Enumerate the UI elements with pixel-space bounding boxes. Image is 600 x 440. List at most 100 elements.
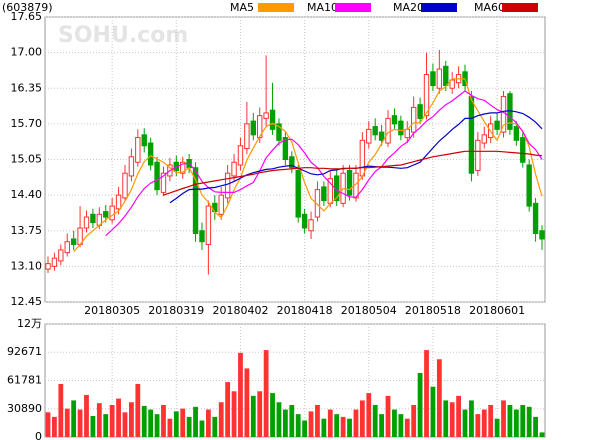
legend-label: MA20 (393, 1, 424, 14)
x-tick-label: 20180518 (405, 304, 461, 317)
volume-bar (411, 404, 417, 437)
candle-body (423, 74, 430, 117)
legend-swatch (502, 3, 538, 12)
volume-bar (129, 402, 134, 437)
volume-bar (475, 414, 481, 437)
legend-label: MA5 (230, 1, 254, 14)
volume-bar (321, 418, 327, 437)
x-tick-label: 20180601 (469, 304, 525, 317)
volume-tick-label: 92671 (7, 345, 42, 358)
candle-body (443, 65, 449, 87)
volume-bar (456, 395, 461, 437)
candle-body (436, 68, 443, 89)
volume-bar (404, 418, 410, 437)
volume-bar (488, 404, 494, 437)
volume-bar (366, 393, 372, 437)
candle-body (366, 128, 372, 144)
candle-body (520, 137, 526, 163)
y-tick-label: 17.65 (11, 10, 43, 23)
volume-bar (334, 414, 340, 437)
x-tick-label: 20180418 (277, 304, 333, 317)
candle-body (180, 161, 186, 174)
volume-bar (244, 368, 250, 437)
candle-body (269, 109, 276, 130)
candle-body (83, 216, 90, 229)
volume-bar (71, 400, 77, 437)
candle-body (231, 161, 237, 177)
candle-body (417, 104, 423, 119)
candle-body (301, 213, 308, 229)
candle-body (398, 120, 404, 136)
candle-body (141, 134, 147, 147)
candle-body (289, 156, 295, 169)
candle-body (404, 128, 410, 139)
volume-bar (263, 350, 269, 437)
legend-swatch (335, 3, 371, 12)
volume-bar (58, 383, 64, 437)
volume-bar (424, 350, 429, 437)
volume-bar (77, 409, 83, 437)
candle-body (276, 123, 282, 141)
volume-bar (173, 411, 179, 437)
candle-body (135, 137, 141, 163)
volume-bar (392, 409, 397, 437)
y-tick-label: 16.35 (11, 81, 43, 94)
volume-bar (84, 394, 89, 437)
candle-body (109, 205, 115, 221)
candle-body (475, 139, 481, 171)
volume-bar (90, 415, 96, 437)
candle-body (263, 112, 269, 119)
volume-bar (103, 414, 109, 437)
volume-bar (238, 352, 243, 437)
volume-bar (45, 412, 51, 437)
candle-body (500, 95, 507, 133)
candle-body (199, 230, 205, 243)
volume-bar (327, 409, 333, 437)
watermark: SOHU.com (58, 23, 188, 48)
volume-bar (302, 420, 308, 437)
volume-bar (289, 404, 295, 437)
volume-bar (436, 359, 442, 437)
volume-bar (282, 409, 288, 437)
volume-bar (379, 414, 385, 437)
volume-bar (520, 404, 526, 437)
volume-bar (443, 400, 449, 437)
y-tick-label: 12.45 (11, 295, 43, 308)
legend-label: MA10 (307, 1, 338, 14)
volume-bar (449, 402, 455, 437)
volume-bar (417, 372, 423, 437)
volume-bar (539, 432, 545, 437)
volume-bar (385, 395, 391, 437)
volume-bar (481, 409, 487, 437)
x-tick-label: 20180504 (341, 304, 397, 317)
volume-bar (116, 398, 121, 437)
candle-body (539, 230, 545, 240)
candle-body (147, 142, 154, 166)
candle-body (244, 123, 250, 150)
candle-body (295, 169, 301, 218)
y-tick-label: 15.70 (11, 117, 43, 130)
volume-bar (180, 408, 186, 437)
volume-bar (462, 409, 468, 437)
candle-body (154, 161, 160, 191)
candle-body (128, 156, 135, 177)
ma-line (163, 150, 543, 196)
x-tick-label: 20180319 (148, 304, 204, 317)
volume-bar (257, 391, 263, 437)
x-tick-label: 20180305 (84, 304, 140, 317)
volume-bar (199, 420, 205, 437)
candle-body (430, 71, 436, 87)
candle-body (378, 131, 385, 141)
candle-body (218, 194, 224, 215)
volume-bar (513, 409, 519, 437)
volume-bar (270, 393, 275, 437)
volume-bar (494, 418, 500, 437)
volume-bar (52, 416, 57, 437)
volume-bar (225, 382, 231, 437)
candle-body (122, 172, 128, 199)
volume-bar (315, 404, 320, 437)
volume-bar (96, 403, 102, 437)
legend-label: MA60 (474, 1, 505, 14)
volume-bar (276, 402, 282, 437)
